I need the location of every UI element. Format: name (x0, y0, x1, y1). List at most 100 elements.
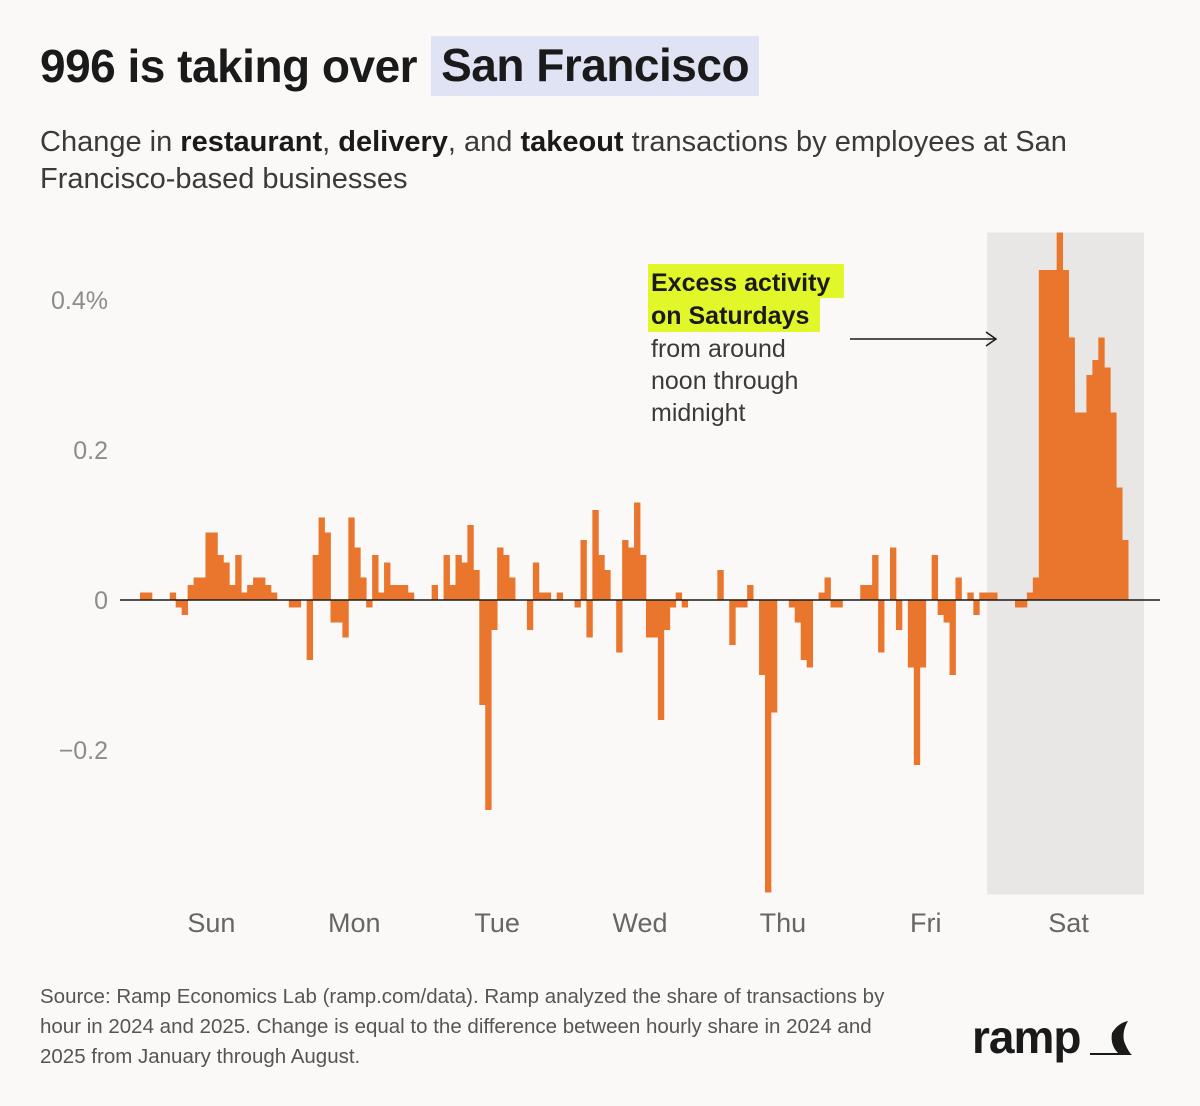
chart-bar (1038, 270, 1046, 600)
chart-bar (818, 592, 825, 600)
annotation-arrow-head (985, 331, 998, 347)
chart-bar (872, 555, 879, 600)
subtitle-bold-restaurant: restaurant (180, 126, 323, 158)
chart-bar (461, 562, 468, 600)
chart-bar (580, 540, 587, 600)
chart-bar (598, 555, 605, 600)
chart-bar (949, 600, 956, 675)
chart-bar (401, 585, 409, 600)
chart-bar (509, 577, 516, 600)
logo-wordmark: ramp (972, 1011, 1081, 1063)
chart-bar (663, 600, 671, 630)
chart-bar (384, 562, 391, 600)
chart-bar (1044, 270, 1052, 600)
chart-bar (931, 555, 939, 600)
chart-bar (622, 540, 629, 600)
chart-bar (866, 585, 873, 600)
chart-bar (336, 600, 343, 623)
title-highlight: San Francisco (431, 36, 760, 96)
chart-bar (640, 555, 647, 600)
chart-bar (1015, 600, 1022, 608)
chart-bar (604, 570, 611, 600)
chart-bar (943, 600, 950, 623)
chart-bar (729, 600, 736, 645)
bar-chart: 0.4% 0.2 0 −0.2 Sun Mon Tue Wed Thu Fri Sat Excess … (51, 232, 1160, 938)
chart-bar (205, 532, 212, 600)
chart-bar (223, 562, 230, 600)
x-day-label: Wed (612, 908, 667, 938)
chart-bar (312, 555, 319, 600)
chart-bar (229, 585, 236, 600)
chart-bar (1068, 337, 1075, 600)
chart-bar (1098, 337, 1105, 600)
source-note: Source: Ramp Economics Lab (ramp.com/dat… (40, 985, 885, 1068)
chart-bar (675, 592, 683, 600)
subtitle-bold-takeout: takeout (520, 126, 624, 158)
chart-bar (770, 600, 778, 713)
chart-bar (574, 600, 581, 608)
ramp-logo-icon (1090, 1021, 1133, 1055)
chart-bar (407, 592, 415, 600)
chart-bar (526, 600, 534, 630)
chart-bar (372, 555, 379, 600)
chart-bar (253, 577, 260, 600)
x-day-label: Thu (760, 908, 807, 938)
chart-bar (348, 517, 355, 600)
chart-bar (919, 600, 927, 668)
chart-bar (794, 600, 802, 623)
chart-bar (1104, 367, 1111, 600)
chart-bar (288, 600, 296, 608)
chart-bar (497, 547, 504, 600)
chart-bar (1116, 487, 1123, 600)
chart-bar (955, 577, 962, 600)
chart-bar (467, 525, 474, 600)
y-tick-label: 0 (94, 587, 108, 615)
chart-bar (449, 585, 456, 600)
chart-bar (717, 570, 724, 600)
chart-bar (395, 585, 403, 600)
annotation-text: noon through (651, 367, 798, 395)
chart-bar (318, 517, 325, 600)
chart-bar (747, 585, 754, 600)
chart-bar (431, 585, 439, 600)
chart-bar (616, 600, 623, 653)
x-day-label: Sun (187, 908, 235, 938)
chart-bar (330, 600, 337, 623)
chart-bar (294, 600, 302, 608)
chart-bar (1032, 577, 1040, 600)
y-tick-label: 0.2 (73, 437, 108, 465)
chart-bar (342, 600, 349, 638)
chart-bar (651, 600, 659, 638)
chart-bar (532, 562, 540, 600)
chart-bar (491, 600, 498, 630)
x-day-label: Fri (910, 908, 941, 938)
chart-bar (937, 600, 944, 615)
chart-bar (479, 600, 486, 705)
chart-bar (503, 555, 510, 600)
subtitle-text-4: transactions by employees at San Francis… (40, 126, 1067, 195)
chart-bar (473, 570, 480, 600)
chart-bar (175, 600, 183, 608)
chart-bar (306, 600, 314, 660)
page-subtitle: Change in restaurant, delivery, and take… (40, 124, 1170, 198)
chart-bar (241, 592, 248, 600)
chart-bar (765, 600, 772, 893)
y-tick-label: −0.2 (59, 737, 108, 765)
chart-bar (390, 585, 397, 600)
chart-bar (913, 600, 921, 765)
chart-bar (211, 532, 218, 600)
chart-bar (991, 592, 998, 600)
chart-bar (586, 600, 593, 638)
chart-bar (265, 585, 272, 600)
chart-bar (1050, 270, 1058, 600)
chart-bar (824, 577, 831, 600)
chart-bar (140, 592, 147, 600)
chart-bar (759, 600, 766, 675)
x-day-label: Mon (328, 908, 381, 938)
chart-bar (145, 592, 153, 600)
chart-bar (735, 600, 742, 608)
annotation-highlight-bg (648, 298, 820, 332)
chart-bar (199, 577, 206, 600)
chart-bar (669, 600, 677, 608)
title-text: 996 is taking over (40, 40, 418, 92)
